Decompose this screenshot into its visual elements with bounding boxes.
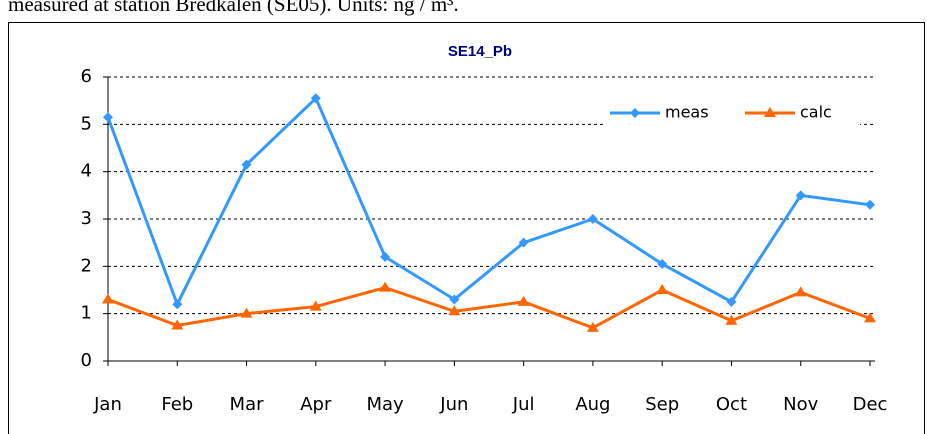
point (587, 214, 598, 224)
y-tick-label: 4 (81, 161, 92, 182)
y-tick-label: 5 (81, 113, 92, 134)
point (240, 307, 253, 318)
point (310, 93, 321, 104)
legend-label: calc (800, 103, 832, 122)
series-line (106, 95, 871, 308)
legend-marker (630, 108, 640, 118)
point (448, 305, 461, 316)
x-tick-label: Jan (93, 394, 122, 415)
series-line (107, 286, 871, 330)
point (586, 321, 599, 332)
x-tick-label: Mar (230, 394, 265, 415)
point (726, 296, 737, 307)
chart-frame (8, 22, 925, 434)
point (380, 251, 391, 262)
point (241, 159, 252, 170)
legend-marker (764, 107, 776, 117)
point (171, 319, 184, 330)
legend-label: meas (665, 103, 709, 122)
chart-title: SE14_Pb (448, 43, 512, 60)
y-tick-label: 0 (81, 350, 92, 371)
x-tick-label: Nov (783, 394, 818, 415)
point (656, 284, 669, 294)
x-tick-label: Sep (645, 394, 679, 415)
point (309, 300, 322, 311)
point (449, 294, 460, 305)
y-tick-label: 1 (81, 303, 92, 324)
point (103, 112, 113, 123)
point (379, 281, 392, 292)
point (794, 286, 807, 297)
x-tick-label: Aug (575, 394, 610, 415)
point (102, 293, 114, 304)
x-tick-label: Feb (161, 394, 193, 415)
y-tick-label: 2 (81, 255, 92, 276)
point (865, 199, 875, 210)
point (172, 299, 183, 310)
point (517, 295, 530, 306)
point (518, 237, 529, 248)
x-tick-label: Oct (716, 394, 747, 415)
x-tick-label: Jul (512, 394, 535, 415)
point (795, 190, 806, 201)
caption: measured at station Bredkälen (SE05). Un… (8, 0, 459, 16)
point (725, 314, 738, 325)
x-tick-label: Jun (439, 394, 468, 415)
point (657, 258, 668, 269)
point (864, 312, 876, 323)
x-tick-label: Apr (300, 394, 332, 415)
x-tick-label: May (366, 394, 404, 415)
x-tick-label: Dec (853, 394, 888, 415)
y-tick-label: 3 (81, 208, 92, 229)
y-tick-label: 6 (81, 66, 92, 87)
